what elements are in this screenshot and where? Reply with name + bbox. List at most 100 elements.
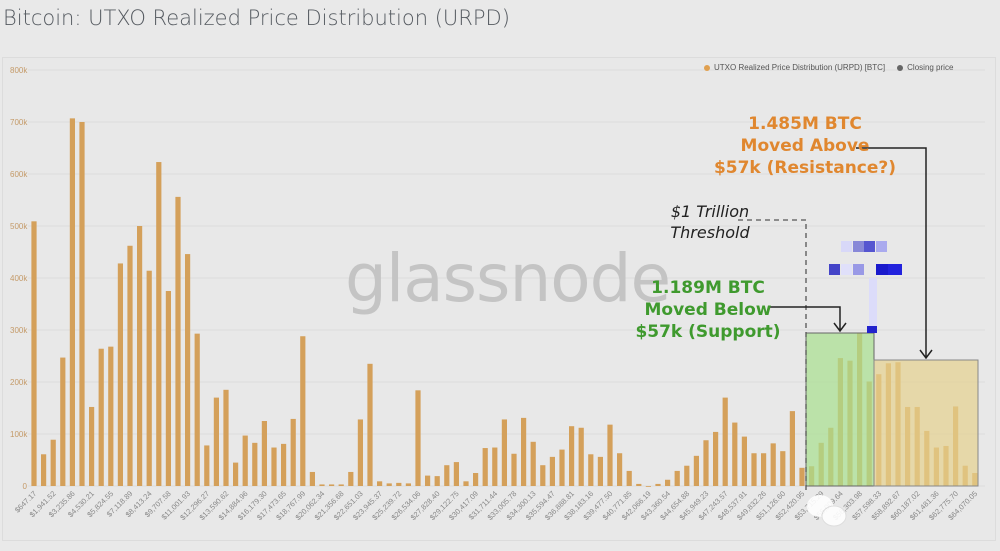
bar <box>693 455 699 486</box>
bar <box>338 484 344 486</box>
bar <box>348 471 354 486</box>
bar <box>117 263 123 486</box>
y-tick-label: 0 <box>23 482 28 491</box>
annotation-line: $1 Trillion <box>670 202 750 221</box>
bar <box>156 162 162 487</box>
bar <box>367 363 373 486</box>
bar <box>674 470 680 486</box>
bar <box>175 196 181 486</box>
bar <box>31 221 37 486</box>
bar <box>329 484 335 486</box>
y-tick-label: 400k <box>10 274 28 283</box>
bar <box>252 442 258 486</box>
resistance-zone-box <box>873 359 979 487</box>
bar <box>434 476 440 486</box>
y-tick-label: 300k <box>10 326 28 335</box>
bar <box>569 426 575 486</box>
bar <box>530 441 536 486</box>
bar <box>482 448 488 486</box>
bar <box>444 465 450 486</box>
bar <box>521 417 527 486</box>
bar <box>213 397 219 486</box>
bar <box>799 467 805 486</box>
bar <box>79 122 85 486</box>
bar <box>578 427 584 486</box>
bar <box>549 456 555 486</box>
support-arrow <box>770 306 847 333</box>
bar <box>607 424 613 486</box>
annotation-line: Moved Below <box>644 300 772 320</box>
annotation-moved-above: 1.485M BTC Moved Above $57k (Resistance?… <box>690 113 920 179</box>
bar <box>309 471 315 486</box>
y-tick-label: 200k <box>10 378 28 387</box>
bar <box>386 483 392 486</box>
bar <box>540 465 546 486</box>
bar <box>319 484 325 486</box>
resistance-arrow <box>856 147 933 360</box>
bar <box>463 481 469 486</box>
annotation-trillion-threshold: $1 Trillion Threshold <box>650 201 770 243</box>
bar <box>636 483 642 486</box>
bar <box>300 336 306 486</box>
bar <box>137 226 143 486</box>
bar <box>617 453 623 486</box>
bar <box>60 357 66 486</box>
bar <box>780 451 786 486</box>
bar <box>703 440 709 486</box>
annotation-moved-below: 1.189M BTC Moved Below $57k (Support) <box>628 277 788 343</box>
annotation-line: $57k (Support) <box>635 322 781 342</box>
bar <box>281 443 287 486</box>
bar <box>511 453 517 486</box>
legend-label: Closing price <box>907 63 954 72</box>
bar <box>223 389 229 486</box>
bar <box>165 291 171 486</box>
y-tick-label: 600k <box>10 170 28 179</box>
bar <box>357 419 363 486</box>
y-tick-label: 100k <box>10 430 28 439</box>
y-tick-label: 800k <box>10 66 28 75</box>
legend-dot-icon <box>704 64 710 71</box>
annotation-line: Threshold <box>670 223 750 242</box>
bar <box>405 483 411 486</box>
bar <box>50 439 56 486</box>
bar <box>261 421 267 486</box>
legend-item-closing-price[interactable]: Closing price <box>897 63 953 72</box>
bar <box>290 418 296 486</box>
bar <box>127 245 133 486</box>
bar <box>396 482 402 486</box>
bar <box>242 435 248 486</box>
y-tick-label: 700k <box>10 118 28 127</box>
bar <box>770 443 776 486</box>
bar <box>732 422 738 486</box>
bar <box>588 454 594 486</box>
legend: UTXO Realized Price Distribution (URPD) … <box>704 63 953 72</box>
bar <box>473 473 479 486</box>
bar <box>69 118 75 487</box>
bar <box>501 419 507 486</box>
bar <box>655 483 661 486</box>
bar <box>108 346 114 486</box>
annotation-line: 1.189M BTC <box>651 278 765 298</box>
chart-title: Bitcoin: UTXO Realized Price Distributio… <box>3 6 510 30</box>
bar <box>789 411 795 486</box>
annotation-line: Moved Above <box>740 136 870 156</box>
bar <box>645 486 651 487</box>
bar <box>626 470 632 486</box>
bar <box>194 333 200 486</box>
wechat-watermark-icon <box>807 495 847 527</box>
bar <box>492 447 498 486</box>
bar <box>185 254 191 486</box>
bar <box>684 465 690 486</box>
annotation-line: $57k (Resistance?) <box>713 158 897 178</box>
closing-price-marker-icon <box>829 241 902 333</box>
bar <box>98 348 104 486</box>
bar <box>425 475 431 486</box>
annotation-line: 1.485M BTC <box>748 114 862 134</box>
legend-label: UTXO Realized Price Distribution (URPD) … <box>714 63 886 72</box>
legend-dot-icon <box>897 64 904 71</box>
bar <box>41 454 47 486</box>
legend-item-urpd[interactable]: UTXO Realized Price Distribution (URPD) … <box>704 63 885 72</box>
y-tick-label: 500k <box>10 222 28 231</box>
bar <box>761 453 767 486</box>
